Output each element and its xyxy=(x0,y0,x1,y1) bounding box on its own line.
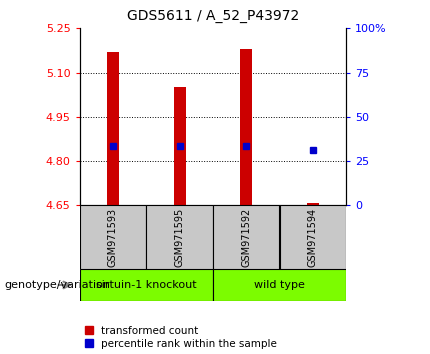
Bar xyxy=(80,205,146,269)
Bar xyxy=(213,205,280,269)
Text: sirtuin-1 knockout: sirtuin-1 knockout xyxy=(96,280,197,290)
Text: GSM971592: GSM971592 xyxy=(241,207,251,267)
Text: genotype/variation: genotype/variation xyxy=(4,280,111,290)
Text: GSM971594: GSM971594 xyxy=(308,207,318,267)
Bar xyxy=(80,269,213,301)
Legend: transformed count, percentile rank within the sample: transformed count, percentile rank withi… xyxy=(85,326,277,349)
Bar xyxy=(146,205,213,269)
Bar xyxy=(280,205,346,269)
Text: GSM971593: GSM971593 xyxy=(108,207,118,267)
Bar xyxy=(174,87,185,205)
Bar xyxy=(240,49,252,205)
Bar xyxy=(307,203,319,205)
Text: GSM971595: GSM971595 xyxy=(175,207,184,267)
Bar xyxy=(107,52,119,205)
Text: wild type: wild type xyxy=(254,280,305,290)
Title: GDS5611 / A_52_P43972: GDS5611 / A_52_P43972 xyxy=(127,9,299,23)
Bar xyxy=(213,269,346,301)
